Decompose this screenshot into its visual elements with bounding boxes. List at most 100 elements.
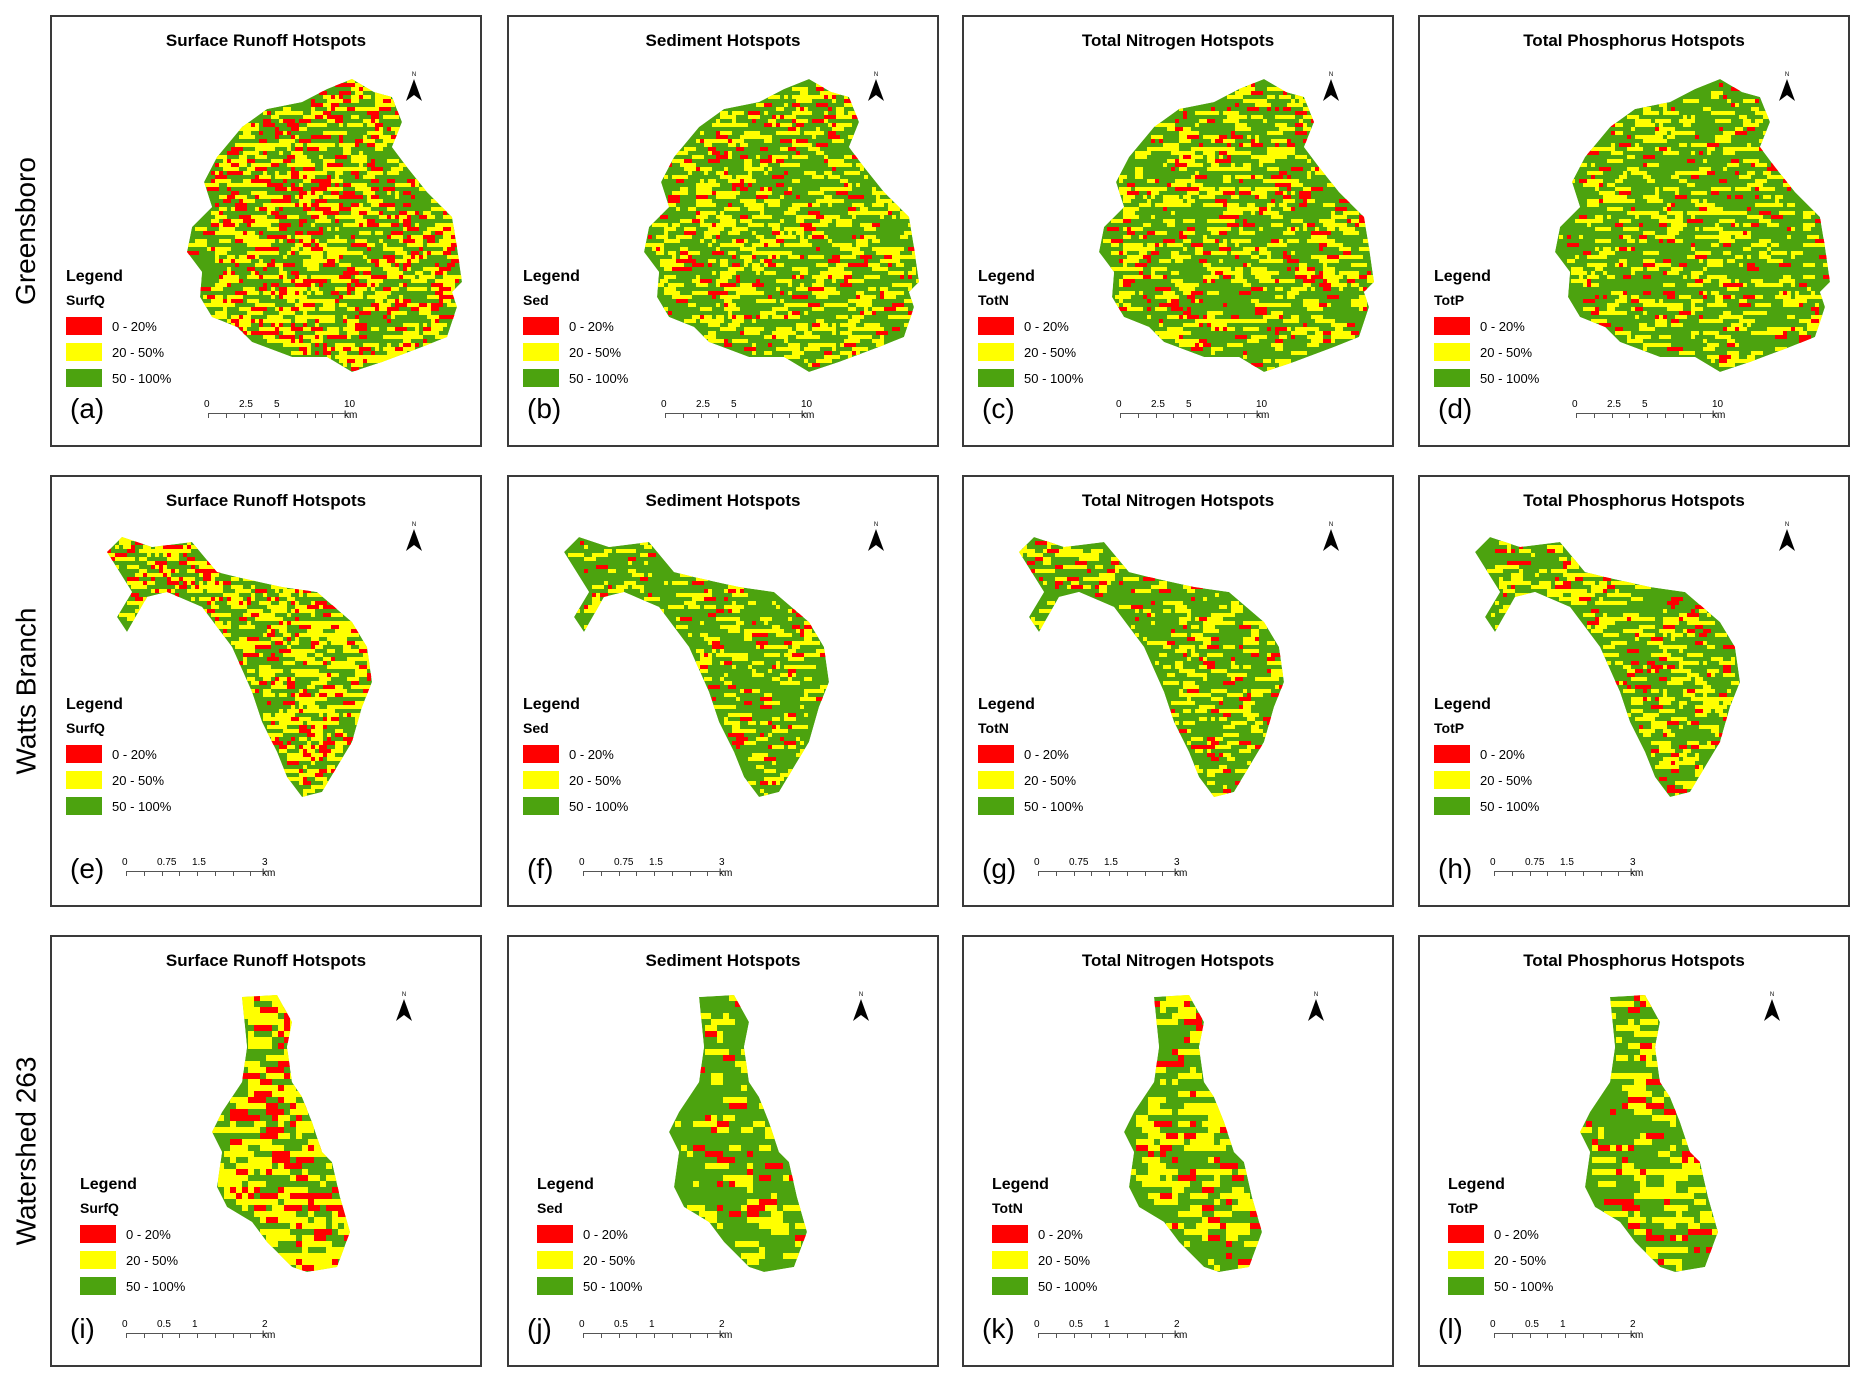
hotspot-cell bbox=[187, 577, 195, 581]
legend-field: SurfQ bbox=[66, 292, 105, 308]
hotspot-cell bbox=[720, 211, 724, 215]
hotspot-cell bbox=[283, 255, 287, 259]
hotspot-cell bbox=[696, 195, 708, 199]
hotspot-cell bbox=[1183, 331, 1191, 335]
hotspot-cell bbox=[331, 757, 339, 761]
hotspot-cell bbox=[311, 287, 319, 291]
hotspot-cell bbox=[696, 283, 708, 287]
hotspot-cell bbox=[1279, 203, 1287, 207]
hotspot-cell bbox=[728, 609, 732, 613]
hotspot-cell bbox=[888, 259, 900, 263]
hotspot-cell bbox=[788, 147, 796, 151]
hotspot-cell bbox=[1591, 283, 1599, 287]
hotspot-cell bbox=[820, 199, 832, 203]
hotspot-cell bbox=[1139, 291, 1143, 295]
hotspot-cell bbox=[287, 287, 303, 291]
hotspot-cell bbox=[1719, 239, 1735, 243]
hotspot-cell bbox=[1175, 119, 1179, 123]
scale-bar: 0 2.5 5 10 km bbox=[661, 399, 821, 423]
hotspot-cell bbox=[343, 147, 351, 151]
hotspot-cell bbox=[1187, 645, 1191, 649]
hotspot-cell bbox=[411, 251, 419, 255]
hotspot-cell bbox=[359, 283, 371, 287]
legend-item: 0 - 20% bbox=[66, 313, 171, 339]
hotspot-cell bbox=[1171, 713, 1179, 717]
hotspot-cell bbox=[1183, 669, 1195, 673]
hotspot-cell bbox=[1735, 223, 1739, 227]
hotspot-cell bbox=[283, 769, 299, 773]
hotspot-cell bbox=[1355, 331, 1359, 335]
hotspot-cell bbox=[1179, 203, 1191, 207]
hotspot-cell bbox=[251, 191, 267, 195]
hotspot-cell bbox=[1335, 243, 1343, 247]
hotspot-cell bbox=[227, 163, 231, 167]
hotspot-cell bbox=[1631, 207, 1635, 211]
hotspot-cell bbox=[367, 143, 379, 147]
hotspot-cell bbox=[315, 757, 319, 761]
hotspot-cell bbox=[295, 283, 299, 287]
hotspot-cell bbox=[279, 175, 291, 179]
hotspot-cell bbox=[768, 119, 776, 123]
hotspot-cell bbox=[227, 267, 231, 271]
hotspot-cell bbox=[355, 175, 359, 179]
hotspot-cell bbox=[748, 781, 756, 785]
hotspot-cell bbox=[1499, 541, 1511, 545]
hotspot-cell bbox=[1767, 167, 1779, 171]
hotspot-cell bbox=[1095, 565, 1103, 569]
hotspot-cell bbox=[840, 351, 852, 355]
hotspot-cell bbox=[828, 239, 832, 243]
hotspot-cell bbox=[1123, 577, 1139, 581]
hotspot-cell bbox=[696, 661, 712, 665]
hotspot-cell bbox=[303, 259, 315, 263]
hotspot-cell bbox=[239, 625, 255, 629]
hotspot-cell bbox=[235, 605, 239, 609]
hotspot-cell bbox=[788, 131, 800, 135]
hotspot-cell bbox=[331, 103, 335, 107]
hotspot-cell bbox=[1639, 327, 1655, 331]
hotspot-cell bbox=[740, 199, 756, 203]
hotspot-cell bbox=[1751, 279, 1759, 283]
hotspot-cell bbox=[1267, 211, 1279, 215]
hotspot-cell bbox=[279, 745, 291, 749]
hotspot-cell bbox=[375, 91, 383, 95]
hotspot-cell bbox=[291, 729, 303, 733]
hotspot-cell bbox=[371, 179, 379, 183]
hotspot-cell bbox=[299, 725, 307, 729]
hotspot-cell bbox=[796, 151, 800, 155]
hotspot-cell bbox=[1195, 637, 1211, 641]
hotspot-cell bbox=[708, 291, 720, 295]
hotspot-cell bbox=[1607, 207, 1623, 211]
hotspot-cell bbox=[127, 565, 139, 569]
hotspot-cell bbox=[1187, 295, 1195, 299]
hotspot-cell bbox=[371, 351, 375, 355]
hotspot-cell bbox=[1331, 283, 1347, 287]
hotspot-cell bbox=[403, 283, 407, 287]
hotspot-cell bbox=[864, 175, 868, 179]
hotspot-cell bbox=[716, 617, 728, 621]
hotspot-cell bbox=[247, 669, 255, 673]
hotspot-cell bbox=[327, 167, 331, 171]
hotspot-cell bbox=[820, 343, 836, 347]
hotspot-cell bbox=[756, 765, 764, 769]
hotspot-cell bbox=[876, 195, 880, 199]
hotspot-cell bbox=[1275, 303, 1291, 307]
hotspot-cell bbox=[419, 275, 435, 279]
hotspot-cell bbox=[227, 151, 239, 155]
hotspot-cell bbox=[247, 267, 255, 271]
hotspot-cell bbox=[375, 127, 379, 131]
hotspot-cell bbox=[451, 243, 462, 247]
hotspot-cell bbox=[343, 693, 351, 697]
hotspot-cell bbox=[812, 95, 824, 99]
hotspot-cell bbox=[1663, 259, 1671, 263]
hotspot-cell bbox=[604, 581, 608, 585]
hotspot-cell bbox=[411, 259, 419, 263]
hotspot-cell bbox=[816, 279, 824, 283]
scale-bar-label: 10 km bbox=[801, 399, 815, 421]
hotspot-cell bbox=[792, 609, 796, 613]
hotspot-cell bbox=[1663, 765, 1679, 769]
hotspot-cell bbox=[1239, 741, 1251, 745]
hotspot-cell bbox=[1303, 303, 1319, 307]
scale-bar-tick bbox=[1618, 871, 1620, 876]
hotspot-raster-map bbox=[1475, 537, 1740, 797]
hotspot-cell bbox=[275, 291, 279, 295]
